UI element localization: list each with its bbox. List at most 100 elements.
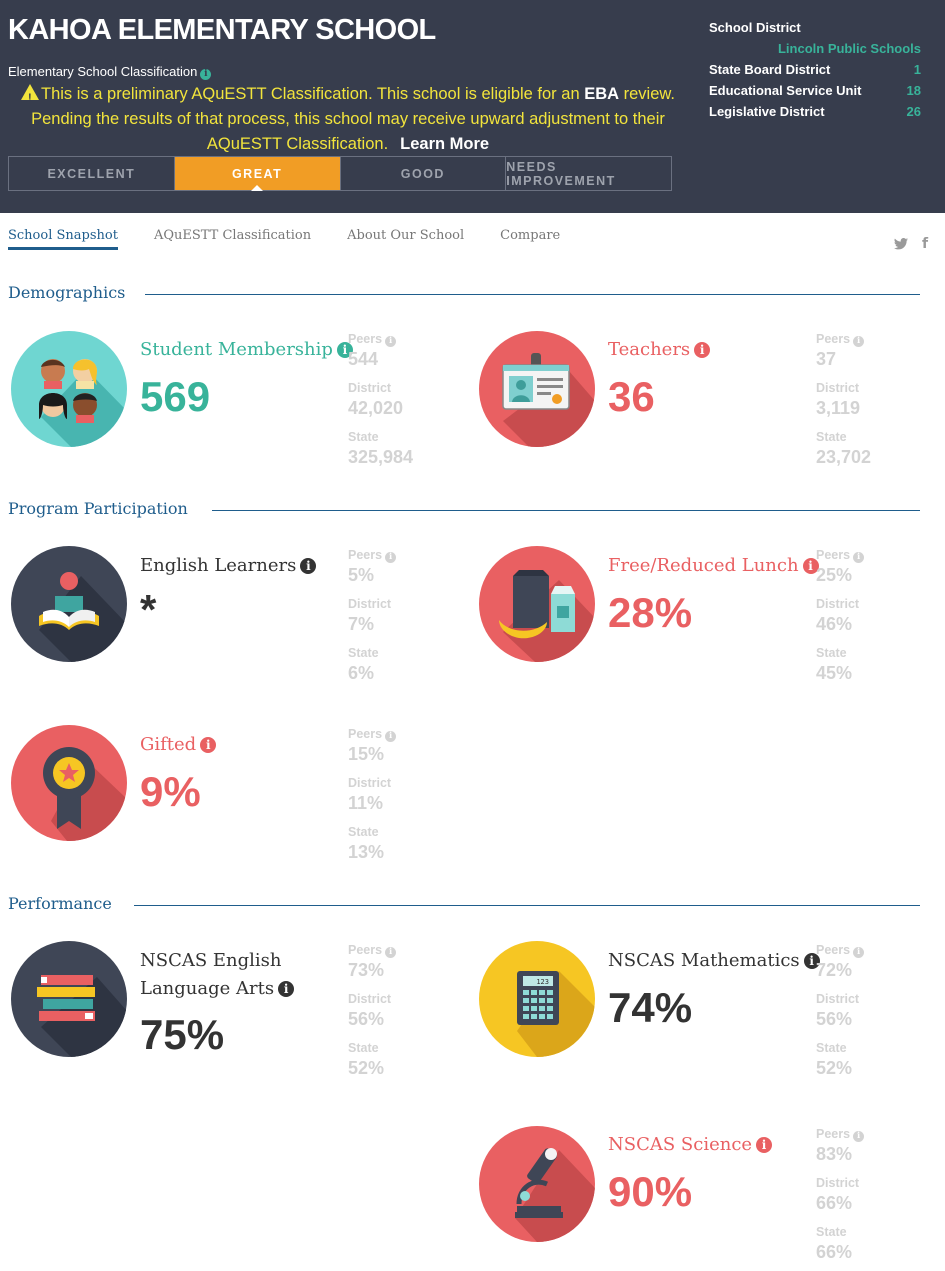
- book-stack-icon: [11, 941, 127, 1057]
- warning-icon: [21, 84, 40, 111]
- state-value: 66%: [816, 1242, 853, 1262]
- peers-value: 25%: [816, 565, 853, 585]
- section-demographics: Demographics: [8, 283, 126, 302]
- peers-value: 73%: [348, 960, 385, 980]
- tier-good[interactable]: GOOD: [341, 157, 507, 190]
- district-label: District: [816, 381, 860, 395]
- state-value: 6%: [348, 663, 375, 683]
- district-label: District: [348, 992, 392, 1006]
- section-program-participation: Program Participation: [8, 499, 188, 518]
- peers-value: 37: [816, 349, 837, 369]
- id-badge-icon: [479, 331, 595, 447]
- facebook-icon[interactable]: f: [922, 236, 929, 252]
- district-label: District: [816, 992, 860, 1006]
- english-learners-title: English Learners i: [140, 552, 317, 580]
- reader-book-icon: [11, 546, 127, 662]
- peers-value: 544: [348, 349, 379, 369]
- english-learners-comparison: Peers i 5% District 7% State 6%: [348, 546, 468, 693]
- microscope-icon: [479, 1126, 595, 1242]
- nscas-math-title: NSCAS Mathematics i: [608, 947, 820, 975]
- peers-label: Peers i: [348, 941, 468, 959]
- info-icon[interactable]: i: [853, 336, 865, 347]
- info-icon[interactable]: i: [385, 552, 397, 563]
- english-learners-label: English Learners: [140, 555, 297, 576]
- legislative-row: Legislative District 26: [709, 101, 921, 122]
- eba-text: EBA: [584, 85, 620, 103]
- tab-about-our-school[interactable]: About Our School: [347, 228, 465, 243]
- info-icon[interactable]: i: [853, 1131, 865, 1142]
- info-icon[interactable]: i: [853, 947, 865, 958]
- free-reduced-lunch-value: 28%: [608, 589, 693, 636]
- peers-label: Peers i: [816, 1125, 936, 1143]
- peers-value: 15%: [348, 744, 385, 764]
- state-label: State: [348, 430, 379, 444]
- nscas-science-label: NSCAS Science: [608, 1134, 753, 1155]
- section-performance: Performance: [8, 894, 112, 913]
- district-value: 11%: [348, 793, 384, 813]
- twitter-icon[interactable]: [894, 238, 908, 254]
- info-icon[interactable]: i: [802, 558, 819, 574]
- nscas-math-label: NSCAS Mathematics: [608, 950, 800, 971]
- peers-label: Peers i: [816, 941, 936, 959]
- state-board-value: 1: [913, 62, 921, 77]
- info-icon[interactable]: i: [694, 342, 711, 358]
- tab-aquestt-classification[interactable]: AQuESTT Classification: [153, 228, 312, 243]
- teachers-title: Teachers i: [608, 336, 711, 364]
- info-icon[interactable]: i: [200, 737, 217, 753]
- state-label: State: [816, 1225, 847, 1239]
- tab-school-snapshot[interactable]: School Snapshot: [8, 228, 118, 250]
- state-board-label: State Board District: [709, 62, 831, 77]
- district-label: District: [348, 776, 392, 790]
- info-icon[interactable]: i: [853, 552, 865, 563]
- tier-needs-improvement[interactable]: NEEDS IMPROVEMENT: [506, 159, 616, 188]
- tab-compare[interactable]: Compare: [500, 228, 561, 243]
- nscas-ela-label-line2: Language Arts: [140, 978, 275, 999]
- esu-value: 18: [906, 83, 921, 98]
- nscas-ela-label-line1: NSCAS English: [140, 950, 282, 971]
- learn-more-link[interactable]: Learn More: [400, 135, 490, 153]
- students-faces-icon: [11, 331, 127, 447]
- nscas-ela-value: 75%: [140, 1011, 225, 1058]
- student-membership-title: Student Membership i: [140, 336, 353, 364]
- gifted-title: Gifted i: [140, 731, 217, 759]
- district-value: 3,119: [816, 398, 861, 418]
- state-value: 13%: [348, 842, 385, 862]
- calculator-icon: 123: [479, 941, 595, 1057]
- district-value: 7%: [348, 614, 375, 634]
- info-icon[interactable]: i: [756, 1137, 773, 1153]
- tier-excellent[interactable]: EXCELLENT: [9, 157, 175, 190]
- info-icon[interactable]: i: [385, 731, 397, 742]
- esu-label: Educational Service Unit: [709, 83, 862, 98]
- legislative-label: Legislative District: [709, 104, 825, 119]
- peers-value: 5%: [348, 565, 375, 585]
- school-district-link[interactable]: Lincoln Public Schools: [777, 41, 921, 56]
- teachers-label: Teachers: [608, 339, 691, 360]
- info-icon[interactable]: i: [200, 69, 212, 80]
- school-district-row: School District: [709, 17, 921, 38]
- info-icon[interactable]: i: [385, 947, 397, 958]
- state-value: 325,984: [348, 447, 414, 467]
- peers-label: Peers i: [348, 330, 468, 348]
- info-icon[interactable]: i: [278, 981, 295, 997]
- tier-great[interactable]: GREAT: [174, 157, 341, 191]
- district-label: District: [348, 381, 392, 395]
- state-label: State: [816, 646, 847, 660]
- district-value: 42,020: [348, 398, 404, 418]
- nscas-ela-comparison: Peers i 73% District 56% State 52%: [348, 941, 468, 1088]
- notice-text-1: This is a preliminary AQuESTT Classifica…: [41, 85, 585, 103]
- state-value: 45%: [816, 663, 853, 683]
- peers-label: Peers i: [816, 546, 936, 564]
- notice-text-2: review. Pending the results of that proc…: [31, 85, 675, 153]
- info-icon[interactable]: i: [385, 336, 397, 347]
- district-info: School District Lincoln Public Schools S…: [709, 17, 921, 122]
- peers-value: 83%: [816, 1144, 853, 1164]
- school-name: KAHOA ELEMENTARY SCHOOL: [8, 14, 436, 46]
- state-value: 52%: [348, 1058, 385, 1078]
- free-reduced-lunch-title: Free/Reduced Lunch i: [608, 552, 819, 580]
- info-icon[interactable]: i: [300, 558, 317, 574]
- info-icon[interactable]: i: [803, 953, 820, 969]
- state-label: State: [816, 430, 847, 444]
- school-header: KAHOA ELEMENTARY SCHOOL Elementary Schoo…: [0, 0, 945, 213]
- english-learners-value: *: [140, 586, 157, 633]
- info-icon[interactable]: i: [336, 342, 353, 358]
